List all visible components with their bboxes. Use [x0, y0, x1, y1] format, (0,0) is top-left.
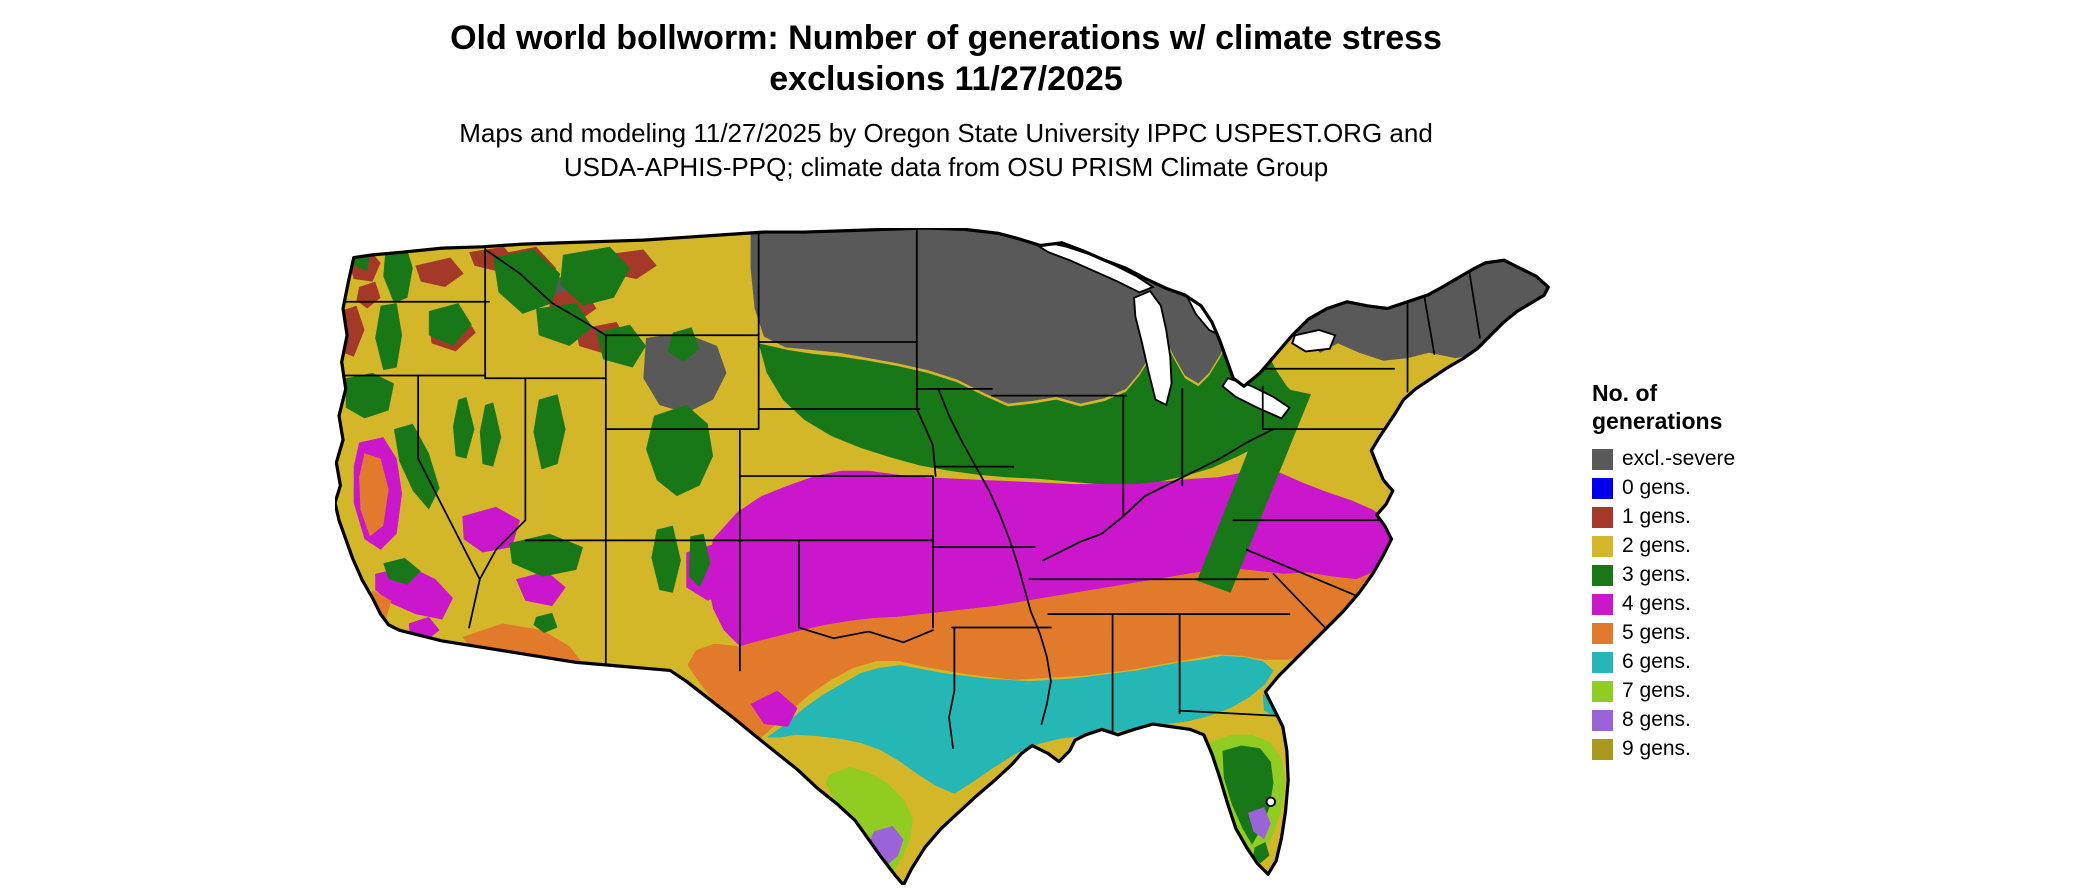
legend-swatch-g9: [1592, 738, 1613, 760]
region-0gens-speck: [1204, 872, 1209, 877]
legend-title: No. of generations: [1592, 380, 1735, 435]
legend: No. of generations excl.-severe 0 gens. 1 …: [1592, 380, 1735, 766]
legend-label-g4: 4 gens.: [1622, 592, 1691, 616]
legend-swatch-g1: [1592, 506, 1613, 528]
map-title-line2: exclusions 11/27/2025: [769, 60, 1123, 99]
legend-swatch-g0: [1592, 477, 1613, 499]
legend-item-g9: 9 gens.: [1592, 737, 1735, 761]
region-6gens-band: [766, 655, 1274, 794]
region-4gens-west: [353, 437, 798, 727]
lake-michigan: [1133, 289, 1173, 407]
map-subtitle-line1: Maps and modeling 11/27/2025 by Oregon S…: [459, 117, 1433, 148]
legend-label-g6: 6 gens.: [1622, 650, 1691, 674]
region-3gens-west-mountains: [345, 241, 714, 633]
state-borders: [336, 228, 1481, 750]
legend-item-g5: 5 gens.: [1592, 621, 1735, 645]
legend-label-excl: excl.-severe: [1622, 447, 1736, 471]
legend-item-g6: 6 gens.: [1592, 650, 1735, 674]
region-5gens-band: [687, 560, 1400, 741]
legend-item-g2: 2 gens.: [1592, 534, 1735, 558]
us-map: [335, 228, 1555, 885]
lake-okeechobee: [1265, 796, 1277, 808]
legend-item-g7: 7 gens.: [1592, 679, 1735, 703]
map-subtitle-line2: USDA-APHIS-PPQ; climate data from OSU PR…: [563, 151, 1329, 182]
legend-items: excl.-severe 0 gens. 1 gens. 2 gens. 3 gens.…: [1592, 447, 1735, 761]
region-9gens-keys: [1252, 874, 1258, 880]
region-excluded-west-patches: [536, 276, 727, 414]
region-5gens-west: [359, 453, 584, 671]
legend-label-g3: 3 gens.: [1622, 563, 1691, 587]
legend-item-excl: excl.-severe: [1592, 447, 1735, 471]
legend-swatch-g6: [1592, 651, 1613, 673]
legend-label-g1: 1 gens.: [1622, 505, 1691, 529]
legend-label-g5: 5 gens.: [1622, 621, 1691, 645]
legend-item-g4: 4 gens.: [1592, 592, 1735, 616]
lake-ontario: [1291, 328, 1337, 353]
us-map-svg: [335, 228, 1550, 885]
legend-swatch-g4: [1592, 593, 1613, 615]
legend-label-g7: 7 gens.: [1622, 679, 1691, 703]
legend-title-line1: No. of: [1592, 380, 1658, 406]
legend-item-g0: 0 gens.: [1592, 476, 1735, 500]
legend-swatch-g8: [1592, 709, 1613, 731]
legend-label-g0: 0 gens.: [1622, 476, 1691, 500]
us-outline: [335, 228, 1550, 885]
legend-title-line2: generations: [1592, 407, 1723, 434]
header: Old world bollworm: Number of generation…: [0, 18, 1892, 185]
legend-item-g8: 8 gens.: [1592, 708, 1735, 732]
region-3gens-florida: [1222, 745, 1274, 864]
legend-item-g1: 1 gens.: [1592, 505, 1735, 529]
legend-swatch-g3: [1592, 564, 1613, 586]
legend-label-g8: 8 gens.: [1622, 708, 1691, 732]
legend-label-g2: 2 gens.: [1622, 534, 1691, 558]
legend-swatch-g5: [1592, 622, 1613, 644]
region-9gens-keys: [1270, 879, 1277, 885]
legend-swatch-g2: [1592, 535, 1613, 557]
region-3gens-appalachians: [1197, 386, 1311, 593]
legend-swatch-g7: [1592, 680, 1613, 702]
legend-swatch-excl: [1592, 448, 1613, 470]
region-9gens-keys: [1261, 876, 1267, 883]
region-1gens-west: [340, 246, 687, 454]
map-subtitle: Maps and modeling 11/27/2025 by Oregon S…: [0, 117, 1892, 185]
map-title-line1: Old world bollworm: Number of generation…: [450, 19, 1442, 57]
map-fill-regions: [335, 228, 1549, 885]
legend-item-g3: 3 gens.: [1592, 563, 1735, 587]
map-title: Old world bollworm: Number of generation…: [0, 18, 1892, 101]
legend-label-g9: 9 gens.: [1622, 737, 1691, 761]
lake-erie: [1221, 377, 1291, 420]
